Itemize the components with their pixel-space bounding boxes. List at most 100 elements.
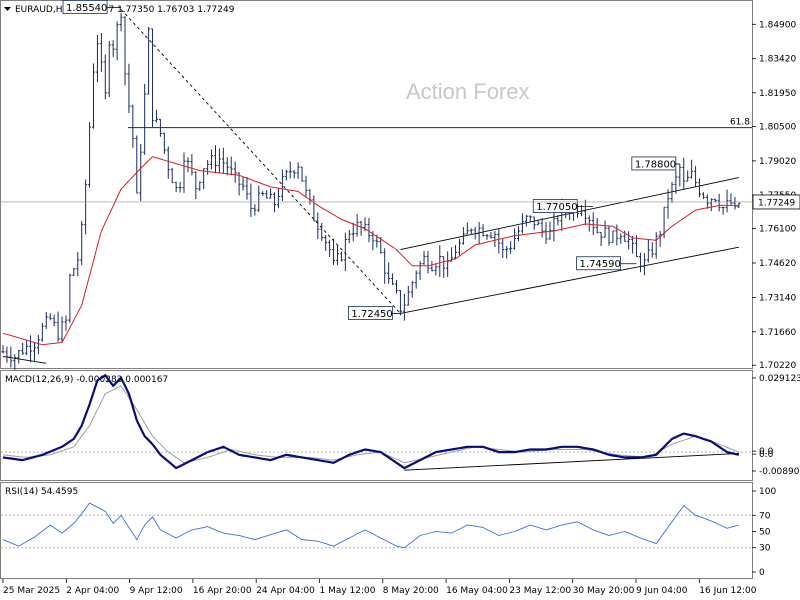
ohlc-bar [410, 280, 414, 298]
price-annotation-4: 1.78800 [631, 156, 680, 170]
current-price-text: 1.77249 [758, 198, 795, 208]
ohlc-bar [595, 217, 599, 234]
moving-average-line [2, 156, 739, 346]
rsi-tick-label-4: 0 [759, 568, 765, 578]
ohlc-bar [221, 147, 225, 174]
ohlc-bar [284, 169, 288, 181]
x-tick-label-8: 23 May 12:00 [509, 586, 571, 596]
macd-tick-label-1: 0.0 [759, 447, 774, 457]
ohlc-bar [426, 250, 430, 274]
price-trendline-1 [400, 246, 739, 314]
ohlc-bar [430, 260, 434, 272]
ohlc-bar [186, 157, 190, 173]
price-tick-label-9: 1.71660 [759, 328, 796, 338]
chart-header: EURAUD,H4 1.76717 1.77350 1.76703 1.7724… [4, 5, 235, 15]
ohlc-bar [513, 228, 517, 250]
ohlc-bar [13, 354, 17, 370]
ohlc-bar [320, 222, 324, 241]
ohlc-bar [391, 273, 395, 285]
ohlc-bar [288, 161, 292, 179]
ohlc-bar [611, 230, 615, 243]
ohlc-bar [249, 183, 253, 217]
x-tick-label-2: 9 Apr 12:00 [130, 586, 183, 596]
macd-tick-label-2: 0.0 [759, 450, 774, 460]
ohlc-bar [280, 169, 284, 201]
ohlc-bar [489, 232, 493, 239]
dropdown-triangle-icon[interactable] [4, 7, 11, 11]
ohlc-bar [72, 267, 76, 276]
ohlc-bar [733, 196, 737, 210]
ohlc-bar [697, 178, 701, 197]
ohlc-bar [32, 342, 36, 363]
ohlc-bar [686, 170, 690, 182]
ohlc-bar [587, 215, 591, 232]
ohlc-bar [383, 248, 387, 284]
ohlc-values: 1.76717 1.77350 1.76703 1.77249 [77, 5, 235, 15]
ohlc-bar [402, 293, 406, 321]
ohlc-bar [623, 230, 627, 242]
ohlc-bar [265, 190, 269, 199]
rsi-level-lines [1, 514, 752, 549]
ohlc-bar [536, 219, 540, 226]
ohlc-bar [229, 156, 233, 176]
ohlc-bar [95, 34, 99, 83]
current-price-badge: 1.77249 [1, 194, 800, 210]
ohlc-bar [147, 27, 151, 95]
ohlc-bar [300, 166, 304, 182]
x-tick-label-6: 8 May 20:00 [383, 586, 439, 596]
ohlc-bar [552, 209, 556, 242]
ohlc-bar [631, 235, 635, 254]
ohlc-bar [316, 212, 320, 240]
ohlc-bar [111, 40, 115, 58]
ohlc-bar [516, 226, 520, 242]
ohlc-bar [194, 171, 198, 200]
ohlc-bar [21, 342, 25, 355]
symbol-label: EURAUD,H4 [15, 5, 68, 15]
price-annotation-1: 1.72450 [348, 306, 401, 320]
ohlc-bar [182, 152, 186, 193]
price-tick-label-4: 1.79020 [759, 157, 796, 167]
ohlc-bar [694, 166, 698, 188]
ohlc-bar [60, 316, 64, 342]
price-annotation-0: 1.85540 [62, 0, 122, 14]
price-tick-label-1: 1.83420 [759, 55, 796, 65]
annotation-label: 1.72450 [351, 309, 392, 320]
ohlc-bar [257, 185, 261, 212]
ohlc-bar [119, 13, 123, 32]
price-annotation-3: 1.74590 [576, 256, 637, 270]
price-tick-label-3: 1.80500 [759, 122, 796, 132]
price-trendline-3 [2, 355, 47, 364]
ohlc-bar [682, 157, 686, 190]
ohlc-bar [556, 215, 560, 226]
x-tick-label-5: 1 May 12:00 [320, 586, 376, 596]
price-tick-label-6: 1.76100 [759, 225, 796, 235]
ohlc-bar [123, 16, 127, 86]
ohlc-bar [198, 181, 202, 191]
price-tick-label-7: 1.74620 [759, 259, 796, 269]
ohlc-bar [737, 202, 741, 209]
ohlc-bar [64, 315, 68, 331]
ohlc-bar [481, 224, 485, 237]
rsi-tick-label-3: 30 [759, 544, 771, 554]
ohlc-bar [627, 231, 631, 250]
ohlc-bar [245, 177, 249, 200]
ohlc-bar [166, 146, 170, 179]
ohlc-bar [154, 109, 158, 123]
ohlc-bar [654, 232, 658, 259]
ohlc-bar [646, 239, 650, 263]
ohlc-bar [52, 314, 56, 327]
ohlc-bar [603, 220, 607, 238]
price-annotations: 1.85540 1.72450 1.77050 1.74590 1.78800 [62, 0, 680, 320]
ohlc-bar [335, 244, 339, 266]
ohlc-bar [642, 253, 646, 276]
ohlc-bar [509, 241, 513, 254]
ohlc-bar [717, 193, 721, 212]
ohlc-bar [225, 157, 229, 176]
x-tick-label-0: 25 Mar 2025 [3, 586, 60, 596]
x-tick-label-3: 16 Apr 20:00 [193, 586, 252, 596]
annotation-box [348, 306, 393, 320]
price-tick-label-0: 1.84900 [759, 20, 796, 30]
ohlc-bar [650, 242, 654, 258]
ohlc-bar [473, 226, 477, 240]
